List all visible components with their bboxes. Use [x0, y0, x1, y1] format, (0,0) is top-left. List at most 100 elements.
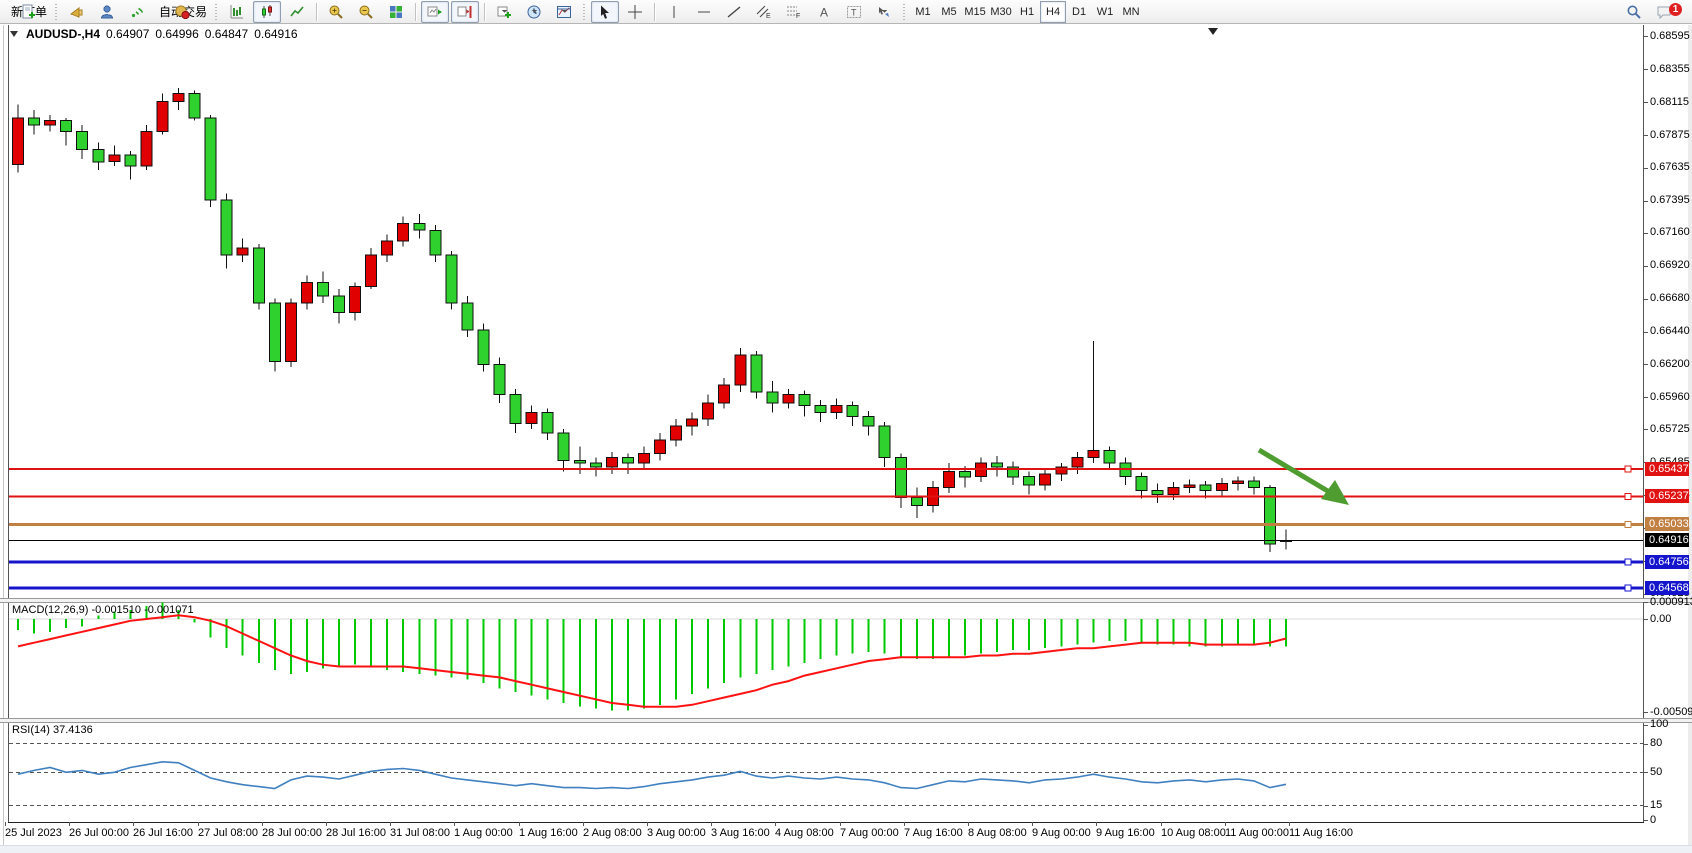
channel-tool-button[interactable]: E: [750, 1, 778, 23]
candle: [621, 453, 634, 474]
crosshair-button[interactable]: [621, 1, 649, 23]
horizontal-level-line[interactable]: [9, 492, 1643, 500]
time-tick-mark: [1225, 822, 1226, 826]
horizontal-level-line[interactable]: [9, 584, 1643, 592]
candle: [1007, 461, 1020, 485]
collapse-triangle-icon[interactable]: [10, 31, 18, 37]
toolbar-grip: [54, 3, 60, 20]
price-tick-mark: [1643, 102, 1648, 103]
candle: [878, 422, 891, 468]
timeframe-button-M1[interactable]: M1: [915, 5, 931, 18]
search-button[interactable]: [1620, 1, 1648, 23]
time-tick-label: 1 Aug 16:00: [519, 827, 578, 839]
candle: [638, 446, 650, 469]
signal-button[interactable]: [123, 1, 151, 23]
timeframe-button-M5[interactable]: M5: [941, 5, 957, 18]
low-value: 0.64847: [204, 27, 249, 41]
horn-icon: [69, 6, 83, 18]
candle: [910, 487, 923, 518]
price-level-badge: 0.65237: [1645, 489, 1689, 503]
chart-shift-marker[interactable]: [1208, 28, 1218, 35]
candle: [1119, 457, 1132, 485]
candle: [1023, 471, 1036, 495]
vertical-line-tool-button[interactable]: [660, 1, 688, 23]
rsi-name: RSI(14): [12, 724, 50, 736]
toolbar-separator: [484, 2, 486, 21]
time-tick-mark: [69, 822, 70, 826]
pane-separator-macd[interactable]: [0, 598, 1692, 603]
horizontal-line-tool-button[interactable]: [690, 1, 718, 23]
profile-button[interactable]: [93, 1, 121, 23]
price-tick-label: 0.67395: [1650, 194, 1690, 206]
candle: [220, 193, 233, 269]
text-tool-button[interactable]: A: [810, 1, 838, 23]
candle: [766, 380, 779, 413]
notifications-button[interactable]: 1: [1650, 1, 1682, 23]
candlestick-chart-button[interactable]: [253, 0, 282, 23]
timeframe-button-MN[interactable]: MN: [1122, 5, 1140, 18]
arrows-tool-button[interactable]: [870, 1, 898, 23]
trend-arrow-annotation[interactable]: [1257, 447, 1349, 505]
line-chart-button[interactable]: [283, 1, 311, 23]
publish-button[interactable]: [63, 1, 91, 23]
chart-shift-button[interactable]: [451, 0, 480, 23]
indicators-button[interactable]: [490, 1, 518, 23]
svg-text:E: E: [766, 13, 771, 20]
time-tick-label: 11 Aug 16:00: [1289, 827, 1354, 839]
window-frame-right: [1688, 25, 1692, 853]
candle: [1087, 341, 1100, 463]
chevron-down-icon: [531, 10, 537, 13]
time-tick-label: 26 Jul 16:00: [133, 827, 193, 839]
timeframe-button-H1[interactable]: H1: [1020, 5, 1035, 18]
price-tick-mark: [1643, 69, 1648, 70]
price-pane-canvas[interactable]: [9, 25, 1643, 598]
timeframe-button-H4[interactable]: H4: [1040, 0, 1067, 23]
candle: [1071, 452, 1084, 474]
auto-scroll-button[interactable]: [421, 0, 450, 23]
horizontal-level-line[interactable]: [9, 520, 1643, 528]
candle: [525, 405, 538, 429]
rsi-tick-label: 80: [1650, 737, 1663, 749]
timeframe-button-M30[interactable]: M30: [990, 5, 1012, 18]
templates-button[interactable]: [550, 1, 578, 23]
candle: [814, 400, 827, 422]
price-tick-label: 0.68115: [1650, 96, 1689, 108]
candle: [108, 145, 121, 166]
rsi-pane-canvas[interactable]: [9, 721, 1643, 822]
macd-pane-canvas[interactable]: [9, 601, 1643, 718]
bar-chart-button[interactable]: [223, 1, 251, 23]
rsi-value: 37.4136: [52, 724, 93, 736]
periods-button[interactable]: [520, 1, 548, 23]
cursor-button[interactable]: [591, 0, 620, 23]
candle: [1151, 483, 1164, 503]
chevron-down-icon: [561, 10, 567, 13]
pane-separator-rsi[interactable]: [0, 718, 1692, 723]
price-tick-label: 0.66680: [1650, 292, 1690, 304]
candle: [1183, 479, 1196, 494]
candle: [413, 213, 426, 239]
new-order-icon: [22, 4, 35, 18]
candle: [686, 412, 699, 436]
candle: [156, 93, 169, 135]
timeframe-button-W1[interactable]: W1: [1096, 5, 1114, 18]
fibonacci-tool-button[interactable]: F: [780, 1, 808, 23]
time-tick-mark: [647, 822, 648, 826]
label-tool-button[interactable]: T: [840, 1, 868, 23]
timeframe-toolbar: M1 M5 M15 M30 H1 H4 D1 W1 MN: [910, 0, 1144, 23]
new-order-button[interactable]: 新订单: [5, 1, 50, 23]
trendline-tool-button[interactable]: [720, 1, 748, 23]
auto-trading-button[interactable]: 自动交易: [153, 1, 210, 23]
timeframe-button-D1[interactable]: D1: [1072, 5, 1087, 18]
zoom-out-button[interactable]: [352, 1, 380, 23]
time-tick-mark: [1096, 822, 1097, 826]
toolbar-grip: [582, 3, 588, 20]
horizontal-level-line[interactable]: [9, 465, 1643, 473]
horizontal-level-line[interactable]: [9, 558, 1643, 566]
open-value: 0.64907: [106, 27, 150, 41]
search-icon: [1627, 5, 1641, 19]
rsi-tick-label: 100: [1650, 718, 1669, 730]
timeframe-button-M15[interactable]: M15: [964, 5, 986, 18]
tile-windows-button[interactable]: [382, 1, 410, 23]
candle: [1263, 485, 1276, 553]
zoom-in-button[interactable]: [322, 1, 350, 23]
